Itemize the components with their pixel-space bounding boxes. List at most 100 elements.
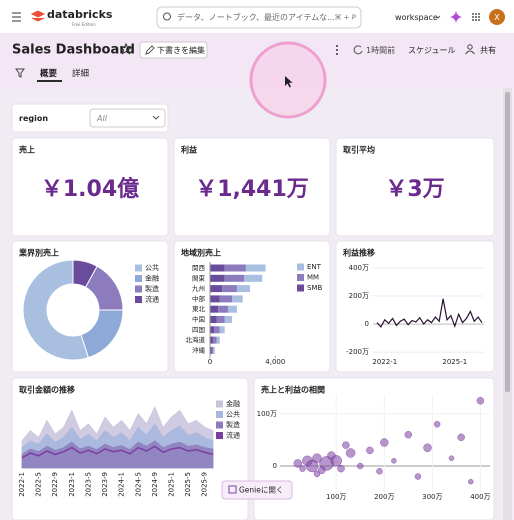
edit-label: 下書きを編集: [157, 45, 205, 55]
y-tick-label: 0: [365, 320, 369, 328]
bar: [210, 336, 213, 344]
bar: [227, 305, 237, 313]
chevron: [435, 15, 441, 19]
x-tick-label: 2022-1: [372, 358, 397, 366]
y-tick-label: 沖縄: [192, 345, 206, 354]
filter-value: All: [96, 114, 108, 123]
card: [173, 137, 331, 237]
chevron: [152, 115, 160, 120]
y-tick-label: 100万: [257, 410, 277, 418]
card-title: 利益: [180, 145, 197, 155]
card: [11, 137, 169, 237]
bar: [210, 274, 225, 282]
line: [376, 298, 483, 329]
bubble: [305, 459, 319, 473]
shortcut: ⌘ + P: [334, 14, 356, 22]
bar: [224, 274, 245, 282]
kpi-value: ￥1.04億: [41, 176, 139, 202]
bubble: [312, 453, 322, 463]
card-title: 売上と利益の相関: [261, 385, 325, 395]
bubble: [476, 397, 485, 405]
x-tick-label: 400万: [470, 493, 490, 501]
tab-active[interactable]: 概要: [40, 68, 58, 79]
y-tick-label: 四国: [192, 326, 205, 334]
filter-icon[interactable]: [15, 68, 25, 78]
card: [335, 137, 495, 237]
bubble: [433, 421, 441, 428]
bubble: [404, 431, 413, 439]
y-tick-label: 関西: [192, 264, 206, 272]
logo-icon: [30, 10, 46, 22]
legend-swatch: [297, 274, 304, 281]
edit-button[interactable]: [139, 41, 208, 59]
y-tick-label: 中部: [192, 294, 206, 303]
legend-swatch: [135, 285, 142, 293]
schedule[interactable]: スケジュール: [408, 46, 455, 55]
y-tick-label: -200万: [346, 348, 369, 356]
legend-label: MM: [307, 274, 319, 282]
genie-button[interactable]: [221, 480, 293, 500]
legend-label: 公共: [145, 263, 159, 272]
more-icon[interactable]: [336, 45, 338, 55]
bar: [210, 285, 223, 293]
card-title: 業界別売上: [18, 248, 59, 258]
bar: [210, 316, 217, 323]
legend-label: 製造: [145, 284, 159, 293]
bar: [219, 295, 233, 303]
bar: [210, 346, 212, 354]
x-tick-label: 4,000: [265, 358, 285, 366]
x-tick-label: 0: [208, 358, 212, 366]
legend-label: 金融: [145, 274, 159, 283]
card-title: 売上: [19, 145, 35, 155]
cards: 売上￥1.04億利益￥1,441万取引平均￥3万業界別売上公共金融製造流通地域別…: [11, 137, 495, 520]
assistant-icon[interactable]: [450, 11, 462, 23]
y-tick-label: 400万: [349, 264, 369, 272]
apps-icon[interactable]: [472, 13, 480, 21]
search-box[interactable]: [156, 6, 362, 29]
bubble: [337, 464, 345, 473]
cursor: [285, 76, 293, 88]
legend-label: 製造: [226, 420, 240, 429]
filter-dropdown[interactable]: [89, 108, 166, 128]
bubble: [457, 433, 465, 442]
logo[interactable]: databricks: [47, 8, 113, 21]
bar: [210, 326, 215, 334]
bubble: [391, 458, 397, 464]
genie-label: Genieに開く: [239, 486, 283, 495]
area: [21, 440, 214, 469]
legend-swatch: [135, 275, 142, 282]
workspace[interactable]: workspace: [395, 13, 438, 22]
menu-icon[interactable]: [12, 12, 21, 22]
dashboard-title: Sales Dashboard: [12, 43, 135, 58]
legend-swatch: [216, 421, 223, 429]
share-icon-body: [465, 50, 475, 55]
x-tick-label: 2022-9: [51, 472, 59, 497]
bubble: [299, 465, 306, 472]
avatar[interactable]: [489, 9, 505, 25]
pie-slice: [72, 259, 98, 288]
edition: Free Edition: [72, 22, 96, 27]
bar: [216, 336, 220, 344]
bubble: [345, 448, 356, 458]
x-tick-label: 2022-1: [18, 472, 26, 497]
share[interactable]: 共有: [480, 45, 496, 55]
tab[interactable]: 詳細: [72, 68, 89, 79]
bubble: [380, 438, 389, 447]
bar: [236, 285, 250, 293]
search-icon: [163, 12, 171, 21]
bar: [245, 264, 266, 272]
legend-swatch: [216, 411, 223, 418]
bubble: [423, 443, 432, 452]
pie-slice: [22, 259, 90, 361]
bubble: [357, 462, 364, 470]
bubble: [366, 446, 374, 455]
x-tick-label: 200万: [374, 493, 394, 501]
bar: [212, 336, 217, 344]
avatar-letter: X: [494, 13, 500, 22]
refresh-icon[interactable]: [353, 45, 363, 55]
favorite-icon[interactable]: [119, 42, 133, 55]
scroll-thumb[interactable]: [505, 92, 510, 392]
bubble: [293, 459, 302, 468]
x-tick-label: 2025-1: [442, 358, 467, 366]
